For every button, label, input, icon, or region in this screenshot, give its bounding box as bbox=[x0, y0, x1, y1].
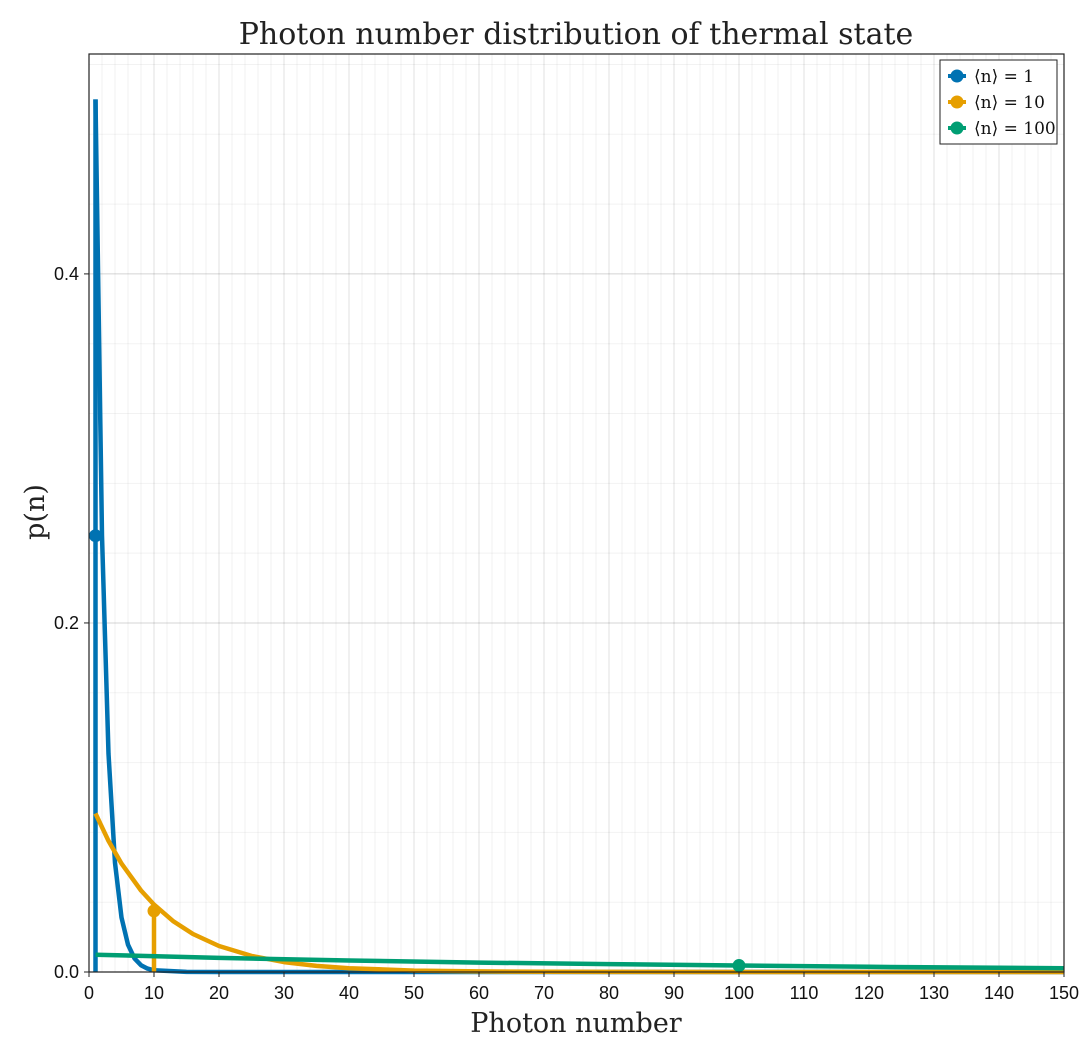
x-tick-label: 30 bbox=[274, 983, 294, 1003]
x-tick-label: 120 bbox=[854, 983, 884, 1003]
x-axis-label: Photon number bbox=[470, 1008, 682, 1039]
x-tick-label: 80 bbox=[599, 983, 619, 1003]
x-tick-label: 130 bbox=[919, 983, 949, 1003]
x-axis-ticks: 0 10 20 30 40 50 60 70 80 90 100 110 120 130 140 150 bbox=[84, 972, 1079, 1003]
x-tick-label: 0 bbox=[84, 983, 94, 1003]
legend: ⟨n⟩ = 1 ⟨n⟩ = 10 ⟨n⟩ = 100 bbox=[939, 59, 1058, 145]
x-tick-label: 140 bbox=[984, 983, 1014, 1003]
x-tick-label: 20 bbox=[209, 983, 229, 1003]
legend-entry-label: ⟨n⟩ = 1 bbox=[974, 67, 1034, 87]
y-tick-label: 0.4 bbox=[54, 264, 79, 284]
x-tick-label: 150 bbox=[1049, 983, 1079, 1003]
legend-entry-label: ⟨n⟩ = 10 bbox=[974, 93, 1045, 113]
series-marker-1 bbox=[89, 529, 102, 543]
series-marker-3 bbox=[732, 959, 746, 973]
plot-frame bbox=[88, 53, 1065, 973]
chart-title: Photon number distribution of thermal st… bbox=[239, 17, 914, 52]
x-tick-label: 110 bbox=[790, 983, 819, 1003]
legend-swatch-marker bbox=[950, 95, 964, 109]
legend-swatch-marker bbox=[950, 121, 964, 135]
x-tick-label: 10 bbox=[144, 983, 164, 1003]
x-tick-label: 70 bbox=[534, 983, 554, 1003]
x-tick-label: 40 bbox=[339, 983, 359, 1003]
y-axis-label: p(n) bbox=[20, 484, 51, 540]
x-tick-label: 50 bbox=[404, 983, 424, 1003]
x-tick-label: 60 bbox=[469, 983, 489, 1003]
y-tick-label: 0.2 bbox=[54, 613, 79, 633]
legend-swatch-marker bbox=[950, 69, 964, 83]
x-tick-label: 100 bbox=[724, 983, 754, 1003]
y-tick-label: 0.0 bbox=[54, 962, 79, 982]
series-marker-2 bbox=[147, 904, 161, 918]
series-line-3 bbox=[95, 952, 1065, 971]
legend-entry-label: ⟨n⟩ = 100 bbox=[974, 119, 1056, 139]
x-tick-label: 90 bbox=[664, 983, 684, 1003]
y-axis-ticks: 0.0 0.2 0.4 bbox=[54, 264, 89, 982]
